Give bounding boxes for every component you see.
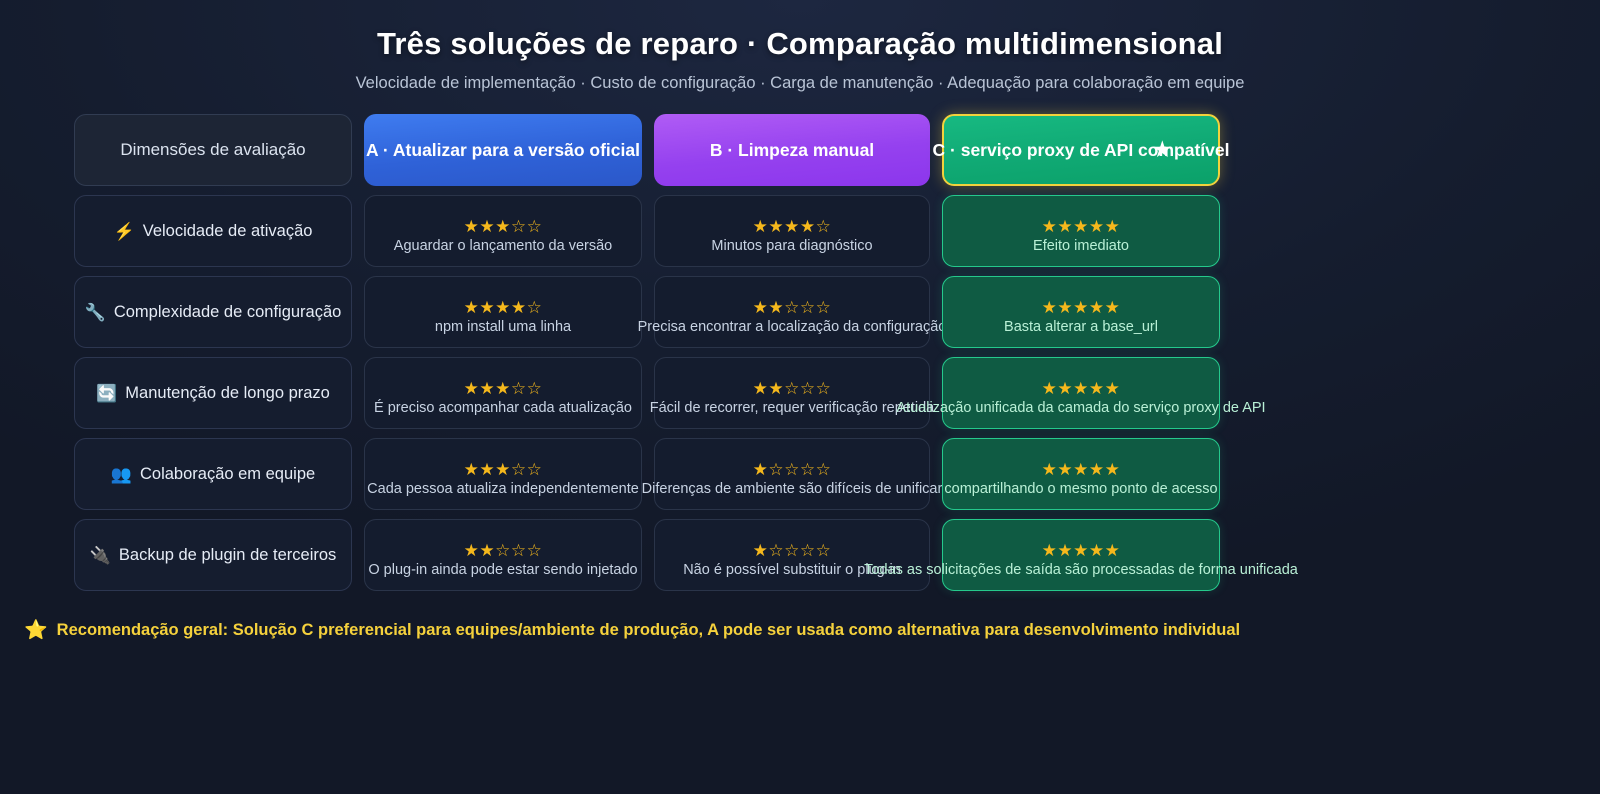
star-rating: ★★★★☆ (463, 298, 543, 317)
rating-cell-b[interactable]: ★★★★☆ Minutos para diagnóstico (654, 195, 930, 267)
row-label: Colaboração em equipe (139, 464, 316, 483)
recommendation-text: Recomendação geral: Solução C preferenci… (56, 621, 1241, 639)
row-label-cell: 👥 Colaboração em equipe (74, 438, 352, 510)
row-icon: ⚡ (113, 221, 135, 241)
rating-note: Efeito imediato (1033, 238, 1129, 254)
row-icon: 🔄 (96, 383, 118, 403)
star-rating: ★★★★★ (1041, 298, 1121, 317)
rating-cell-a[interactable]: ★★★☆☆ Aguardar o lançamento da versão (364, 195, 642, 267)
table-row: 🔧 Complexidade de configuração ★★★★☆ npm in… (74, 276, 1222, 348)
rating-cell-a[interactable]: ★★★☆☆ É preciso acompanhar cada atualizaç… (364, 357, 642, 429)
star-rating: ★★★★★ (1041, 217, 1121, 236)
star-rating: ★★★★★ (1041, 541, 1121, 560)
rating-note: Atualização unificada da camada do servi… (896, 400, 1266, 416)
row-label: Backup de plugin de terceiros (118, 545, 337, 564)
row-icon: 👥 (110, 464, 132, 484)
rating-cell-b[interactable]: ★★☆☆☆ Precisa encontrar a localização da … (638, 276, 946, 348)
grid-header-row: Dimensões de avaliação A · Atualizar par… (74, 114, 1229, 186)
column-header-solution-c-label: C · serviço proxy de API compatível (932, 139, 1230, 160)
row-label: Manutenção de longo prazo (125, 383, 330, 402)
column-header-solution-b[interactable]: B · Limpeza manual (654, 114, 930, 186)
page-subtitle: Velocidade de implementação · Custo de c… (355, 74, 1245, 92)
star-rating: ★★★☆☆ (463, 217, 543, 236)
row-icon: 🔧 (84, 302, 106, 322)
rating-cell-a[interactable]: ★★☆☆☆ O plug-in ainda pode estar sendo in… (364, 519, 642, 591)
rating-note: Aguardar o lançamento da versão (393, 238, 613, 254)
star-rating: ★★★★★ (1041, 379, 1121, 398)
row-label: Complexidade de configuração (113, 302, 342, 321)
star-rating: ★★☆☆☆ (752, 298, 832, 317)
rating-note: Todas as solicitações de saída são proce… (864, 562, 1298, 578)
rating-note: É preciso acompanhar cada atualização (374, 400, 632, 416)
rating-cell-c[interactable]: ★★★★★ compartilhando o mesmo ponto de ace… (942, 438, 1220, 510)
rating-note: Fácil de recorrer, requer verificação re… (649, 400, 935, 416)
recommended-star-icon: ★ (1152, 136, 1173, 162)
rating-note: Não é possível substituir o plug-in (683, 562, 901, 578)
column-header-solution-c[interactable]: C · serviço proxy de API compatível (933, 114, 1229, 186)
column-header-solution-a[interactable]: A · Atualizar para a versão oficial (364, 114, 642, 186)
row-label: Velocidade de ativação (142, 221, 313, 240)
star-rating: ★★★☆☆ (463, 379, 543, 398)
row-label-cell: 🔌 Backup de plugin de terceiros (74, 519, 352, 591)
star-rating: ★★☆☆☆ (752, 379, 832, 398)
rating-cell-c[interactable]: ★★★★★ Atualização unificada da camada do … (896, 357, 1266, 429)
star-rating: ★★★☆☆ (463, 460, 543, 479)
rating-cell-a[interactable]: ★★★☆☆ Cada pessoa atualiza independenteme… (364, 438, 642, 510)
rating-cell-c[interactable]: ★★★★★ Efeito imediato (942, 195, 1220, 267)
rating-note: O plug-in ainda pode estar sendo injetad… (368, 562, 638, 578)
rating-note: npm install uma linha (434, 319, 572, 335)
star-rating: ★☆☆☆☆ (752, 541, 832, 560)
row-icon: 🔌 (89, 545, 111, 565)
rating-cell-b[interactable]: ★★☆☆☆ Fácil de recorrer, requer verificaç… (650, 357, 934, 429)
column-header-solution-b-label: B · Limpeza manual (709, 139, 875, 160)
page-title: Três soluções de reparo · Comparação mul… (376, 26, 1224, 61)
rating-note: Diferenças de ambiente são difíceis de u… (641, 481, 943, 497)
rating-note: Precisa encontrar a localização da confi… (637, 319, 947, 335)
row-label-cell: ⚡ Velocidade de ativação (74, 195, 352, 267)
rating-cell-b[interactable]: ★☆☆☆☆ Diferenças de ambiente são difíceis… (642, 438, 942, 510)
star-rating: ★★★★★ (1041, 460, 1121, 479)
rating-cell-b[interactable]: ★☆☆☆☆ Não é possível substituir o plug-in (654, 519, 930, 591)
column-header-dimension: Dimensões de avaliação (74, 114, 352, 186)
rating-note: Minutos para diagnóstico (711, 238, 873, 254)
column-header-dimension-label: Dimensões de avaliação (120, 140, 306, 159)
rating-cell-c[interactable]: ★★★★★ Basta alterar a base_url (942, 276, 1220, 348)
column-header-solution-a-label: A · Atualizar para a versão oficial (366, 139, 640, 160)
row-label-cell: 🔄 Manutenção de longo prazo (74, 357, 352, 429)
comparison-grid: Dimensões de avaliação A · Atualizar par… (74, 114, 1298, 600)
star-rating: ★☆☆☆☆ (752, 460, 832, 479)
star-rating: ★★★★☆ (752, 217, 832, 236)
rating-cell-a[interactable]: ★★★★☆ npm install uma linha (364, 276, 642, 348)
row-label-cell: 🔧 Complexidade de configuração (74, 276, 352, 348)
star-rating: ★★☆☆☆ (463, 541, 543, 560)
table-row: ⚡ Velocidade de ativação ★★★☆☆ Aguardar o l… (74, 195, 1222, 267)
star-icon: ⭐ (24, 620, 48, 641)
table-row: 🔄 Manutenção de longo prazo ★★★☆☆ É preciso… (74, 357, 1266, 429)
table-row: 🔌 Backup de plugin de terceiros ★★☆☆☆ O plu… (74, 519, 1298, 591)
rating-note: Basta alterar a base_url (1004, 319, 1158, 335)
table-row: 👥 Colaboração em equipe ★★★☆☆ Cada pessoa a… (74, 438, 1222, 510)
recommendation-footer: ⭐ Recomendação geral: Solução C preferen… (24, 621, 1240, 640)
rating-note: compartilhando o mesmo ponto de acesso (944, 481, 1218, 497)
rating-cell-c[interactable]: ★★★★★ Todas as solicitações de saída são … (864, 519, 1298, 591)
rating-note: Cada pessoa atualiza independentemente (367, 481, 639, 497)
